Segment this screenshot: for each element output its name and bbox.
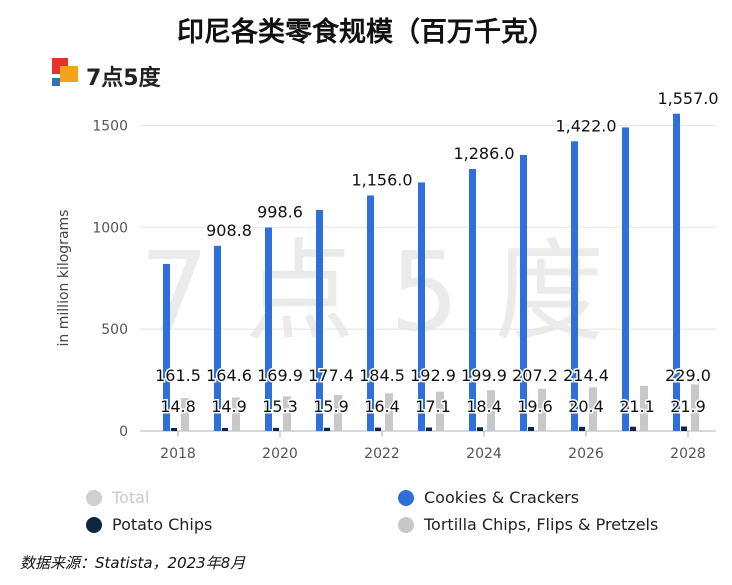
data-label: 14.8 [160,397,196,416]
bar-tortilla-chips-flips-pretzels [436,391,444,431]
bar-tortilla-chips-flips-pretzels [181,398,189,431]
data-label: 21.1 [619,397,655,416]
bar-tortilla-chips-flips-pretzels [232,397,240,431]
brand-name: 7点5度 [86,66,161,91]
data-label: 18.4 [466,397,502,416]
bar-tortilla-chips-flips-pretzels [589,387,597,431]
x-tick-label: 2026 [568,446,604,462]
data-label: 908.8 [206,221,252,240]
bar-cookies-crackers [163,263,170,431]
y-tick-label: 500 [101,322,128,338]
bar-cookies-crackers [469,168,476,432]
legend-item-tortilla-chips[interactable]: Tortilla Chips, Flips & Pretzels [398,515,658,534]
data-label: 17.1 [415,397,451,416]
source-note: 数据来源：Statista，2023年8月 [20,554,246,572]
legend-swatch-icon [86,489,102,506]
data-label: 1,286.0 [453,144,514,163]
data-label: 207.2 [512,366,558,385]
data-label: 21.9 [670,397,706,416]
data-label: 1,422.0 [555,116,616,135]
data-label: 15.9 [313,397,349,416]
y-tick-label: 0 [119,424,128,440]
data-label: 161.5 [155,366,201,385]
bar-potato-chips [222,427,228,431]
bar-potato-chips [375,427,381,431]
legend-item-total[interactable]: Total [86,488,149,507]
x-tick-label: 2028 [670,446,706,462]
bar-cookies-crackers [622,127,629,431]
bar-cookies-crackers [367,195,374,431]
legend-swatch-icon [398,516,414,533]
data-label: 164.6 [206,366,252,385]
legend-label: Tortilla Chips, Flips & Pretzels [424,515,659,534]
y-tick-label: 1000 [92,220,128,236]
bar-tortilla-chips-flips-pretzels [487,390,495,431]
data-label: 16.4 [364,397,400,416]
legend-label: Potato Chips [112,515,213,534]
bar-cookies-crackers [520,154,527,431]
x-tick-label: 2018 [160,446,196,462]
bar-potato-chips [324,427,330,431]
x-tick-label: 2024 [466,446,502,462]
data-label: 169.9 [257,366,303,385]
data-label: 214.4 [563,366,609,385]
bar-potato-chips [681,426,687,431]
legend-label: Cookies & Crackers [424,488,580,507]
bar-cookies-crackers [316,209,323,431]
data-label: 192.9 [410,366,456,385]
data-label: 15.3 [262,397,298,416]
bar-tortilla-chips-flips-pretzels [691,384,699,431]
data-label: 1,557.0 [657,89,718,108]
bar-cookies-crackers [418,182,425,431]
x-tick-label: 2020 [262,446,298,462]
data-label: 20.4 [568,397,604,416]
bar-potato-chips [426,427,432,431]
legend-item-potato-chips[interactable]: Potato Chips [86,515,212,534]
bar-cookies-crackers [571,141,578,431]
chart-legend: Total Cookies & Crackers Potato Chips To… [86,482,706,542]
legend-swatch-icon [398,489,414,506]
y-tick-label: 1500 [92,118,128,134]
bar-potato-chips [630,426,636,431]
data-label: 184.5 [359,366,405,385]
bar-cookies-crackers [214,245,221,431]
bar-potato-chips [528,427,534,431]
bar-tortilla-chips-flips-pretzels [538,388,546,431]
bar-potato-chips [477,427,483,431]
data-label: 177.4 [308,366,354,385]
data-label: 998.6 [257,203,303,222]
data-label: 14.9 [211,397,247,416]
data-label: 199.9 [461,366,507,385]
bar-tortilla-chips-flips-pretzels [640,385,648,431]
bar-tortilla-chips-flips-pretzels [334,394,342,431]
bar-potato-chips [273,427,279,431]
bar-potato-chips [579,426,585,431]
y-axis-label: in million kilograms [56,210,72,347]
page-title: 印尼各类零食规模（百万千克） [177,17,555,48]
bar-tortilla-chips-flips-pretzels [385,393,393,431]
data-label: 19.6 [517,397,553,416]
data-label: 1,156.0 [351,170,412,189]
legend-item-cookies-crackers[interactable]: Cookies & Crackers [398,488,579,507]
legend-label: Total [112,488,150,507]
legend-swatch-icon [86,516,102,533]
data-label: 229.0 [665,366,711,385]
bar-tortilla-chips-flips-pretzels [283,396,291,431]
bar-cookies-crackers [673,113,680,431]
brand-logo-icon [52,58,78,86]
bar-cookies-crackers [265,227,272,431]
bar-potato-chips [171,427,177,431]
x-tick-label: 2022 [364,446,400,462]
